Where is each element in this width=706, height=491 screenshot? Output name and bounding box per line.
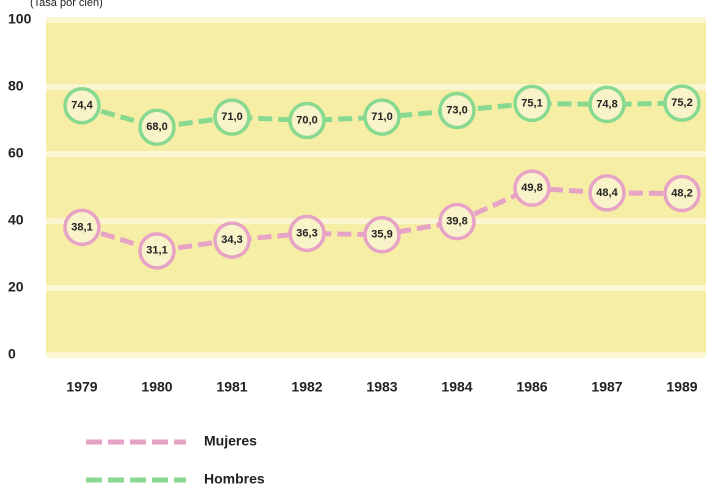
y-tick-label: 0	[8, 346, 16, 362]
x-tick-label: 1982	[291, 379, 322, 395]
data-label: 48,2	[671, 187, 692, 199]
x-tick-label: 1979	[66, 379, 97, 395]
data-label: 36,3	[296, 227, 317, 239]
data-label: 71,0	[221, 111, 242, 123]
y-tick-label: 80	[8, 78, 24, 94]
x-tick-label: 1987	[591, 379, 622, 395]
y-tick-label: 20	[8, 279, 24, 295]
x-tick-label: 1981	[216, 379, 247, 395]
data-label: 73,0	[446, 104, 467, 116]
x-tick-label: 1989	[666, 379, 697, 395]
page: {"chart_data": {"type": "line", "subtitl…	[0, 0, 706, 491]
data-label: 71,0	[371, 111, 392, 123]
data-label: 38,1	[71, 221, 92, 233]
data-label: 39,8	[446, 216, 467, 228]
chart: (Tasa por cien) 0 20 40 60 80 100 1979 1980 1981…	[0, 0, 706, 491]
x-tick-label: 1983	[366, 379, 397, 395]
x-tick-label: 1984	[441, 379, 472, 395]
y-tick-label: 60	[8, 145, 24, 161]
data-label: 75,1	[521, 97, 542, 109]
data-label: 49,8	[521, 182, 542, 194]
legend-label: Mujeres	[204, 433, 257, 449]
chart-subtitle: (Tasa por cien)	[30, 0, 103, 9]
data-label: 31,1	[146, 245, 167, 257]
x-tick-label: 1980	[141, 379, 172, 395]
data-label: 35,9	[371, 229, 392, 241]
y-tick-label: 100	[8, 11, 32, 27]
data-label: 34,3	[221, 234, 242, 246]
x-tick-label: 1986	[516, 379, 547, 395]
data-label: 70,0	[296, 114, 317, 126]
data-label: 48,4	[596, 187, 618, 199]
data-label: 74,4	[71, 100, 93, 112]
y-tick-label: 40	[8, 212, 24, 228]
legend-label: Hombres	[204, 471, 265, 487]
data-label: 68,0	[146, 121, 167, 133]
data-label: 74,8	[596, 98, 617, 110]
data-label: 75,2	[671, 97, 692, 109]
